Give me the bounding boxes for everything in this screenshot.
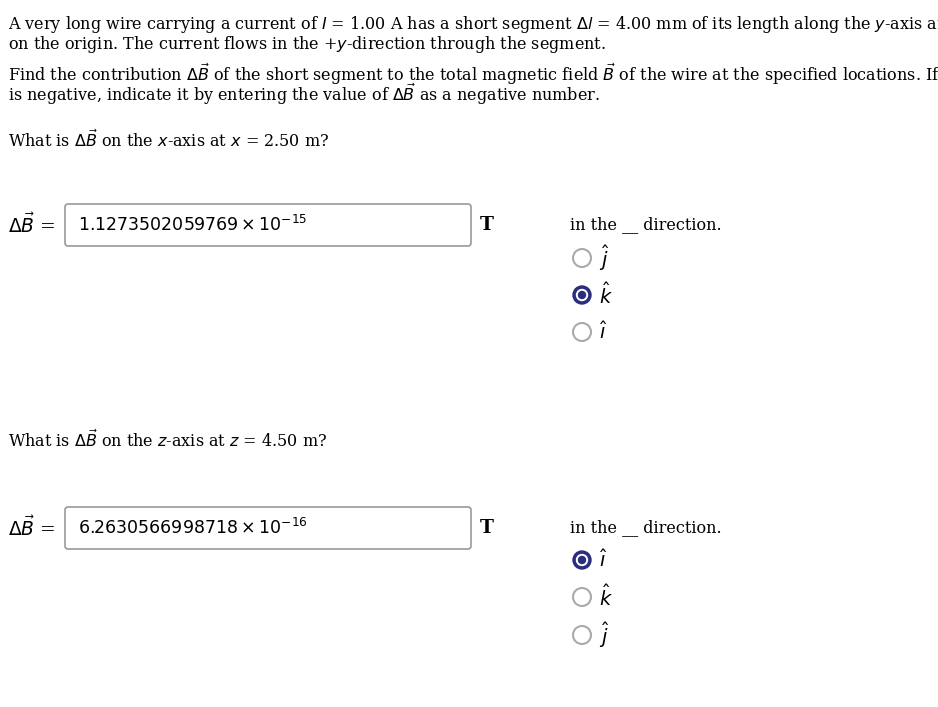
Text: in the __ direction.: in the __ direction. <box>570 520 721 537</box>
Text: $1.1273502059769\times10^{-15}$: $1.1273502059769\times10^{-15}$ <box>78 215 308 235</box>
Text: $\hat{\imath}$: $\hat{\imath}$ <box>599 549 608 571</box>
Text: $\hat{k}$: $\hat{k}$ <box>599 282 613 308</box>
Text: $\hat{\imath}$: $\hat{\imath}$ <box>599 321 608 343</box>
Text: What is $\Delta\vec{B}$ on the $x$-axis at $x$ = 2.50 m?: What is $\Delta\vec{B}$ on the $x$-axis … <box>8 130 329 151</box>
Text: A very long wire carrying a current of $I$ = 1.00 A has a short segment $\Delta : A very long wire carrying a current of $… <box>8 14 938 35</box>
Circle shape <box>573 551 591 569</box>
Text: $\Delta\vec{B}$ =: $\Delta\vec{B}$ = <box>8 516 55 540</box>
Text: $6.2630566998718\times10^{-16}$: $6.2630566998718\times10^{-16}$ <box>78 518 308 538</box>
Text: $\hat{j}$: $\hat{j}$ <box>599 243 610 273</box>
Circle shape <box>579 291 585 298</box>
Circle shape <box>579 556 585 563</box>
Text: $\hat{j}$: $\hat{j}$ <box>599 620 610 650</box>
Text: T: T <box>480 519 494 537</box>
FancyBboxPatch shape <box>65 204 471 246</box>
Text: $\Delta\vec{B}$ =: $\Delta\vec{B}$ = <box>8 213 55 237</box>
Text: is negative, indicate it by entering the value of $\Delta\vec{B}$ as a negative : is negative, indicate it by entering the… <box>8 82 600 107</box>
FancyBboxPatch shape <box>65 507 471 549</box>
Text: $\hat{k}$: $\hat{k}$ <box>599 584 613 610</box>
Circle shape <box>577 554 587 566</box>
Text: in the __ direction.: in the __ direction. <box>570 216 721 233</box>
Circle shape <box>577 289 587 300</box>
Text: What is $\Delta\vec{B}$ on the $z$-axis at $z$ = 4.50 m?: What is $\Delta\vec{B}$ on the $z$-axis … <box>8 430 327 451</box>
Text: Find the contribution $\Delta\vec{B}$ of the short segment to the total magnetic: Find the contribution $\Delta\vec{B}$ of… <box>8 62 938 87</box>
Text: T: T <box>480 216 494 234</box>
Text: on the origin. The current flows in the +$y$-direction through the segment.: on the origin. The current flows in the … <box>8 34 606 55</box>
Circle shape <box>573 286 591 304</box>
